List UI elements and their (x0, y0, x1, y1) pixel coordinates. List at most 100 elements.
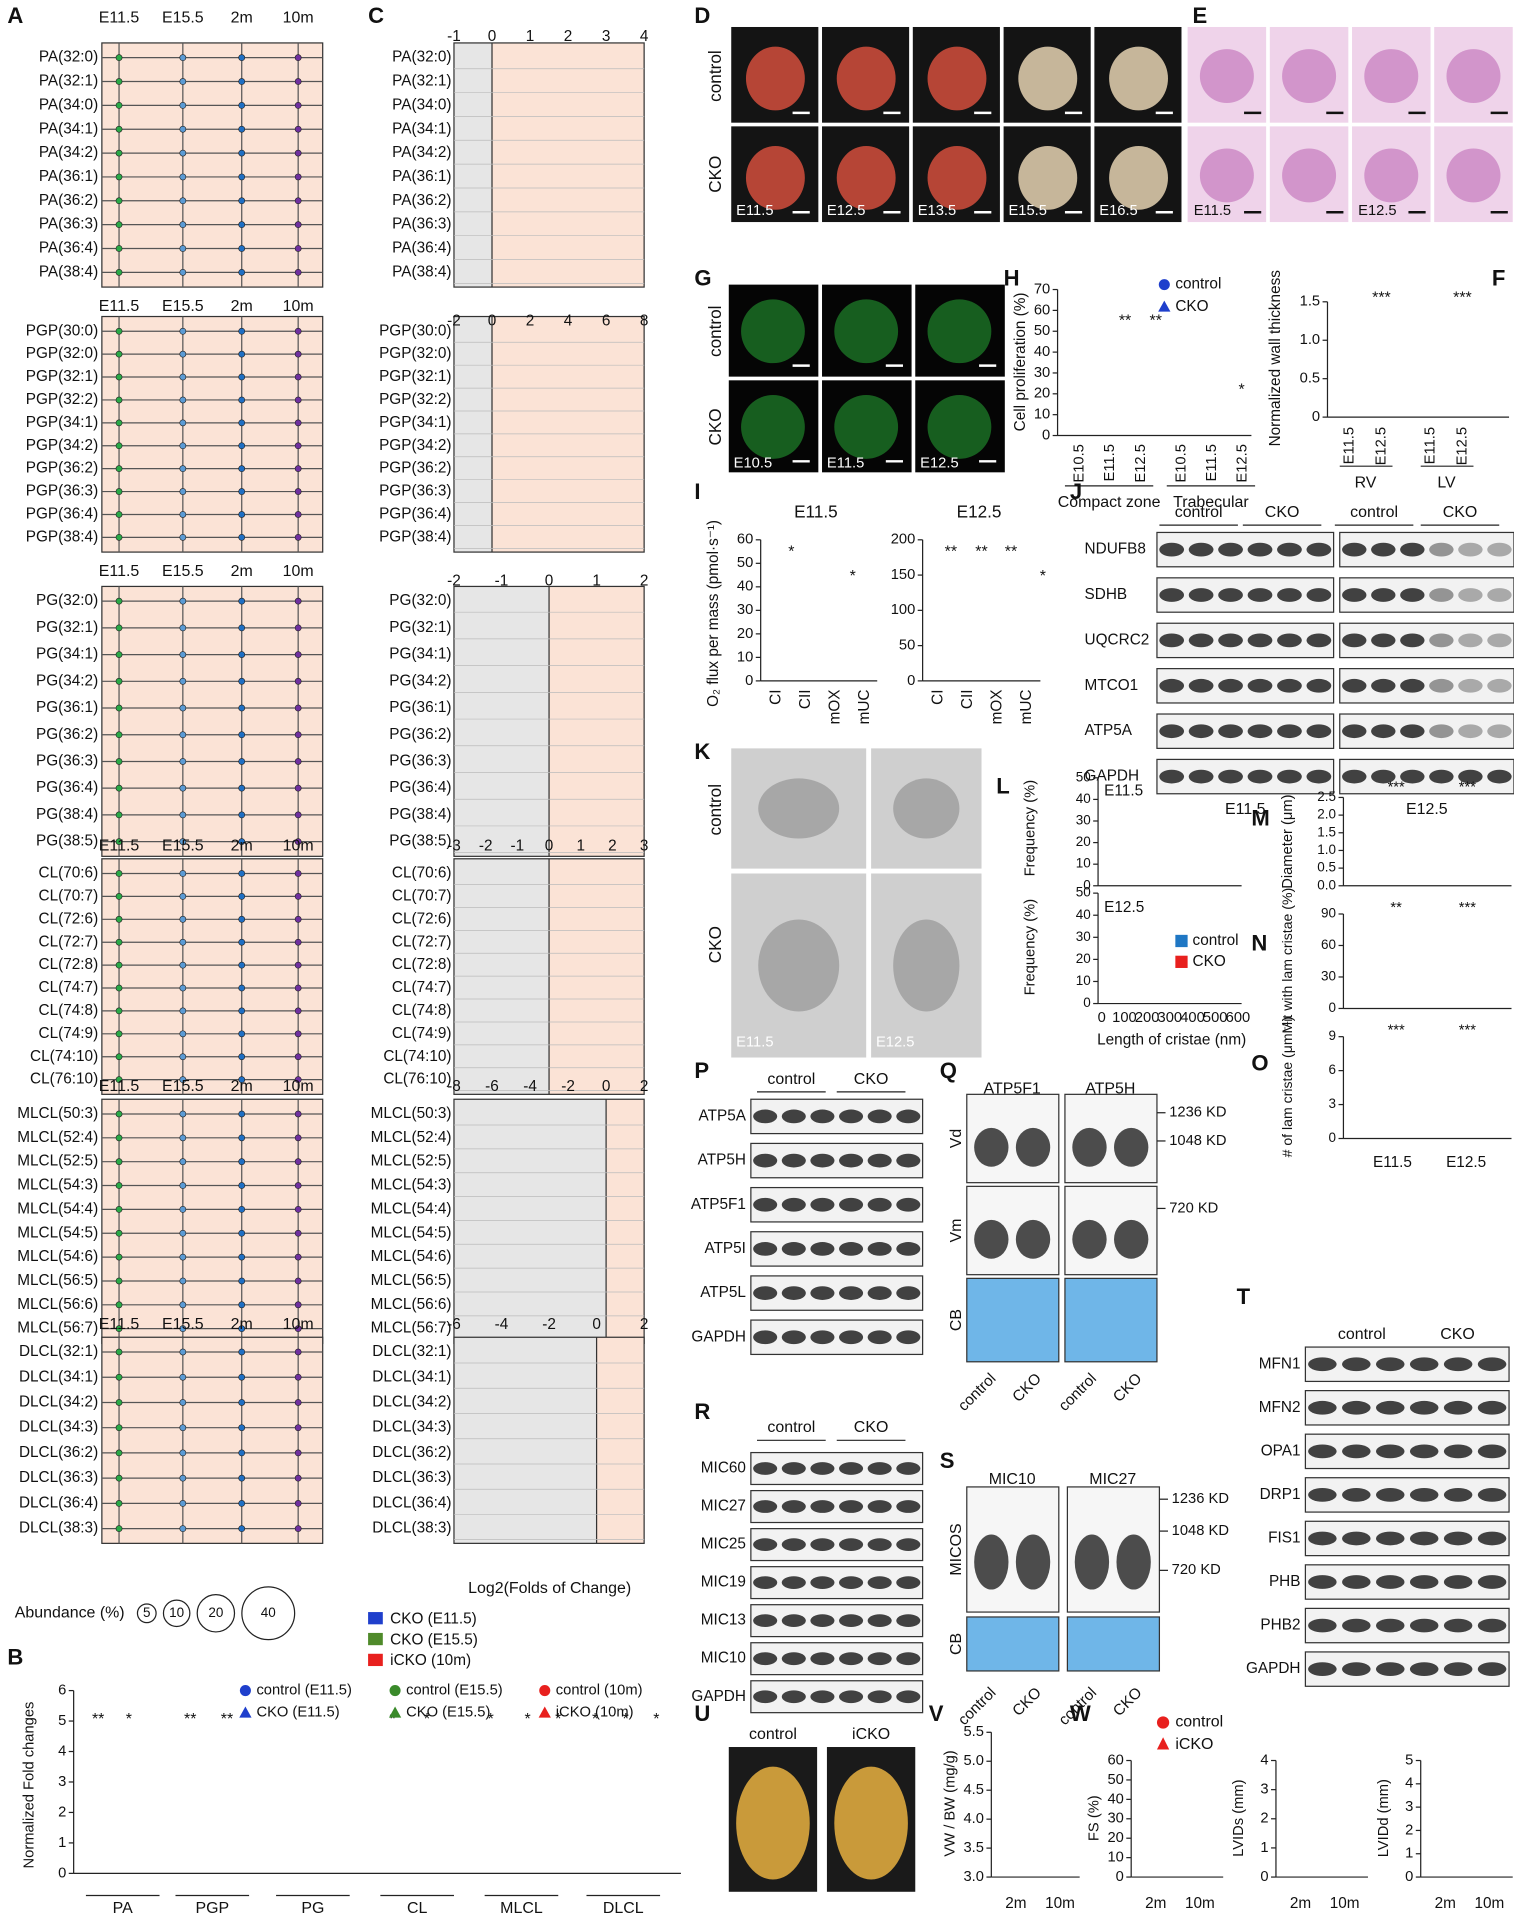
significance: ** (1005, 543, 1017, 560)
blot (1156, 577, 1335, 613)
significance: * (788, 543, 794, 560)
bubble-dot (115, 533, 123, 541)
legend-swatch (368, 1612, 383, 1625)
bubble-dot (238, 396, 246, 404)
bubble-dot (294, 1076, 302, 1083)
x-tick-label: 1 (576, 838, 585, 855)
bubble-dot (294, 350, 302, 358)
significance: * (1238, 381, 1244, 398)
bubble-dot (115, 78, 123, 85)
x-tick-label: 2 (640, 1316, 649, 1333)
column-header: control (749, 1726, 797, 1743)
band (1375, 1531, 1405, 1546)
positive-zone (492, 316, 645, 553)
bubble-dot (294, 197, 302, 205)
bubble-dot (238, 961, 246, 969)
y-tick-label: 60 (737, 532, 753, 548)
bubble-dot (294, 1182, 302, 1189)
bubble-dot (294, 1110, 302, 1118)
bubble-dot (294, 533, 302, 541)
row-label: PA(36:4) (39, 240, 98, 257)
x-tick-label: CI (930, 689, 947, 704)
band (1443, 1357, 1473, 1372)
marker-label: 720 KD (1169, 1200, 1218, 1216)
y-tick-label: 0 (1312, 409, 1320, 425)
positive-zone (549, 586, 645, 857)
row-label: DLCL(36:2) (372, 1444, 451, 1461)
y-axis-label: Diameter (μm) (1280, 794, 1296, 888)
row-label: PG(32:0) (389, 592, 451, 609)
row-label: ATP5I (704, 1240, 745, 1257)
band (1308, 1575, 1337, 1589)
row-label: CL(72:6) (39, 910, 99, 927)
band (753, 1286, 778, 1300)
y-axis-label: Mit with lam cristae (%) (1279, 888, 1295, 1034)
bubble-dot (115, 373, 123, 381)
row-label: Vd (948, 1129, 965, 1149)
band (839, 1197, 864, 1212)
x-tick-label: 10m (1185, 1895, 1215, 1912)
legend-label: CKO (E11.5) (256, 1705, 339, 1721)
column-header: 10m (283, 1316, 314, 1333)
histology (1187, 126, 1267, 223)
x-tick-label: 2 (608, 838, 617, 855)
blot (750, 1186, 924, 1223)
row-label: PA(36:2) (392, 192, 451, 209)
band (896, 1286, 921, 1300)
column-header: E11.5 (99, 1078, 140, 1095)
band (1371, 678, 1396, 693)
bubble-dot (115, 1206, 123, 1213)
stage-label: E12.5 (1104, 899, 1144, 916)
row-label: PGP(34:2) (26, 437, 98, 454)
bubble-dot (115, 1158, 123, 1166)
x-tick-label: 200 (1135, 1010, 1160, 1026)
bubble-dot (238, 1525, 246, 1533)
bubble-dot (179, 1134, 187, 1142)
tissue (1199, 49, 1254, 104)
y-tick-label: 10 (737, 649, 753, 665)
band (974, 1127, 1009, 1167)
band (1458, 678, 1483, 693)
row-label: CL(76:10) (30, 1071, 98, 1088)
bubble-dot (238, 1277, 246, 1285)
column-header: 2m (231, 10, 253, 27)
band (753, 1242, 778, 1256)
bubble-dot (115, 327, 123, 335)
y-tick-label: 30 (1076, 929, 1091, 944)
bubble-dot (115, 651, 123, 658)
bubble-dot (179, 1110, 187, 1118)
x-tick-label: 10m (1475, 1895, 1505, 1912)
bubble-dot (115, 396, 123, 404)
legend-circle (196, 1594, 236, 1633)
mitochondrion (758, 778, 840, 839)
band (1371, 724, 1396, 739)
tissue (1364, 148, 1419, 203)
histology (1434, 26, 1513, 123)
bubble-dot (294, 1158, 302, 1166)
band (1458, 542, 1483, 557)
row-label: PA(36:4) (392, 240, 451, 257)
band (810, 1576, 835, 1589)
marker-label: 720 KD (1172, 1562, 1221, 1578)
bubble-dot (238, 149, 246, 157)
row-label: ATP5F1 (691, 1196, 746, 1213)
x-tick-label: 2 (640, 573, 649, 590)
bubble-dot (294, 1348, 302, 1356)
x-tick-label: 400 (1180, 1010, 1205, 1026)
band (781, 1197, 806, 1212)
bubble-dot (115, 1424, 123, 1432)
bubble-dot (238, 1474, 246, 1482)
column-header: E11.5 (99, 563, 140, 580)
row-label: CKO (705, 926, 725, 963)
band (810, 1690, 835, 1704)
stage-label: E12.5 (1406, 801, 1448, 818)
x-tick-label: mUC (856, 689, 873, 724)
bubble-dot (294, 1007, 302, 1015)
bubble-dot (294, 465, 302, 473)
x-tick-label: -1 (511, 838, 525, 855)
band (1342, 633, 1367, 648)
bubble-dot (294, 1373, 302, 1381)
significance: * (1040, 568, 1046, 585)
row-label: MLCL(54:5) (371, 1224, 452, 1241)
row-label: DLCL(34:2) (19, 1393, 98, 1410)
